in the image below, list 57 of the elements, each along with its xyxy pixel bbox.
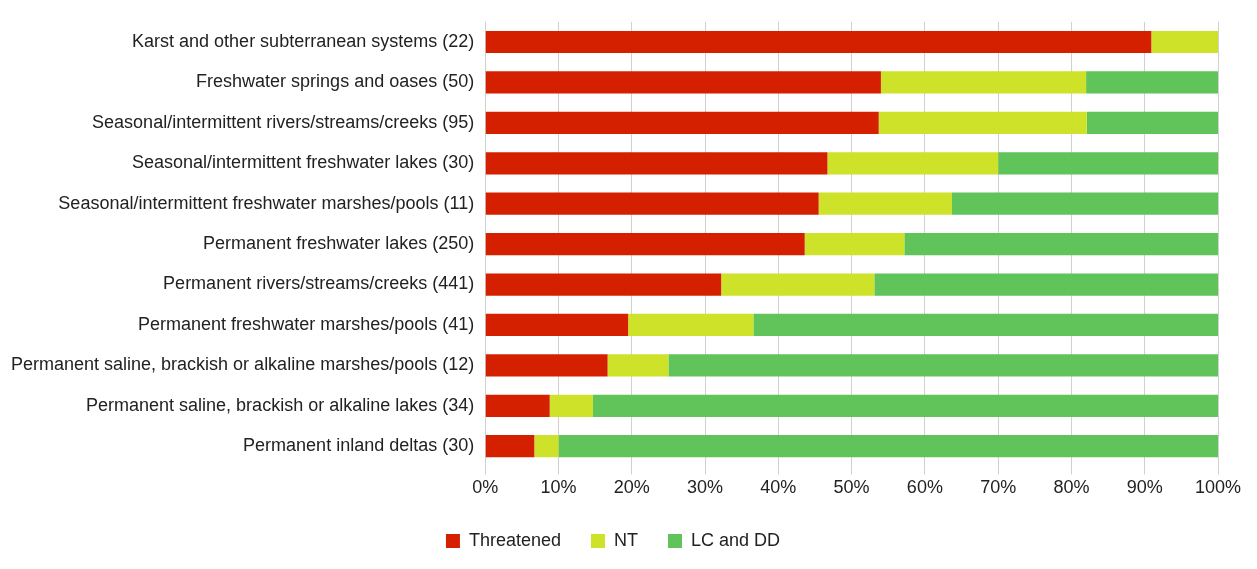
bar: [485, 313, 629, 337]
bar: [607, 354, 669, 377]
bar: [1086, 111, 1218, 134]
bar: [485, 192, 819, 215]
bar: [952, 192, 1218, 215]
bar: [753, 313, 1218, 337]
y-tick-label: Permanent saline, brackish or alkaline marshes/pools (12): [11, 354, 475, 375]
x-tick-label: 40%: [760, 477, 797, 498]
x-tick-label: 80%: [1053, 477, 1090, 498]
x-tick-label: 70%: [980, 477, 1017, 498]
x-tick-label: 0%: [472, 477, 499, 498]
legend-label: Threatened: [468, 529, 562, 550]
x-tick-label: 50%: [833, 477, 870, 498]
bar: [534, 435, 559, 458]
y-tick-label: Freshwater springs and oases (50): [196, 71, 475, 92]
bar: [485, 71, 881, 94]
bar: [668, 354, 1218, 377]
bar: [558, 435, 1218, 458]
bar: [485, 435, 535, 458]
bar: [592, 394, 1218, 417]
bar: [485, 30, 1152, 54]
y-tick-label: Seasonal/intermittent rivers/streams/creeks (95): [92, 111, 475, 132]
bar: [721, 273, 875, 296]
y-tick-label: Permanent rivers/streams/creeks (441): [163, 273, 475, 294]
y-tick-label: Permanent freshwater marshes/pools (41): [138, 313, 475, 334]
bar: [549, 394, 593, 417]
bar: [485, 152, 828, 175]
bar: [485, 273, 722, 296]
bar: [880, 71, 1087, 94]
bar: [485, 354, 608, 377]
x-tick-label: 90%: [1126, 477, 1163, 498]
y-tick-label: Permanent saline, brackish or alkaline lakes (34): [86, 394, 475, 415]
legend-label: NT: [614, 529, 639, 550]
y-tick-label: Permanent freshwater lakes (250): [203, 233, 475, 254]
y-tick-label: Seasonal/intermittent freshwater lakes (30): [132, 152, 475, 173]
x-tick-label: 60%: [906, 477, 943, 498]
bar: [804, 232, 905, 256]
y-tick-label: Seasonal/intermittent freshwater marshes/pools (11): [58, 192, 475, 213]
x-tick-label: 20%: [613, 477, 650, 498]
bar: [628, 313, 754, 337]
bar: [485, 111, 879, 134]
y-tick-label: Permanent inland deltas (30): [243, 435, 475, 456]
legend-label: LC and DD: [691, 529, 781, 550]
bar: [998, 152, 1218, 175]
bar: [904, 232, 1218, 256]
bar: [485, 232, 805, 256]
x-tick-label: 10%: [540, 477, 577, 498]
bar: [827, 152, 999, 175]
x-tick-label: 30%: [687, 477, 724, 498]
x-tick-label: 100%: [1194, 477, 1242, 498]
bar: [485, 394, 550, 417]
bar: [818, 192, 952, 215]
bar: [1086, 71, 1218, 94]
y-tick-label: Karst and other subterranean systems (22): [132, 30, 475, 51]
bar: [878, 111, 1087, 134]
bar: [874, 273, 1218, 296]
bar: [1151, 30, 1218, 54]
